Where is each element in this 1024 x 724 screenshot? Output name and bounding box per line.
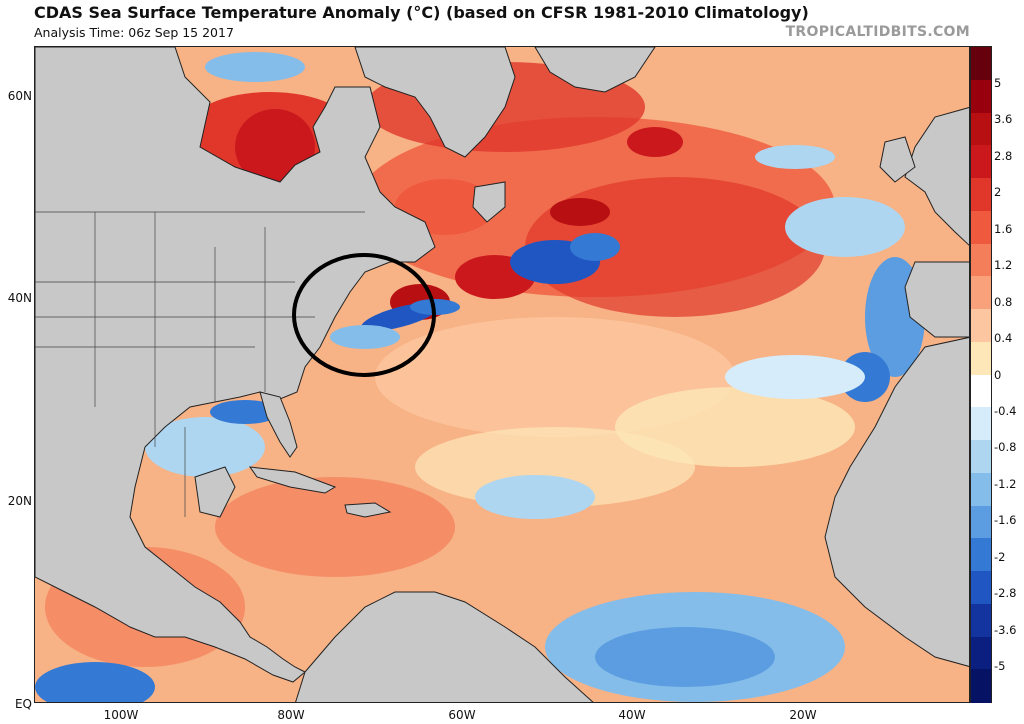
colorbar-segment — [971, 374, 991, 408]
africa-land — [824, 336, 969, 667]
colorbar-label: -5 — [994, 659, 1006, 673]
colorbar-label: 2.8 — [994, 148, 1013, 163]
annotation-circle — [292, 253, 436, 377]
lat-label-60n: 60N — [7, 89, 32, 103]
colorbar-label: 0.8 — [994, 294, 1013, 309]
canadian-arctic-land — [354, 47, 516, 158]
warm-anomaly-patch — [215, 477, 455, 577]
cold-anomaly-patch — [475, 475, 595, 519]
lat-label-40n: 40N — [7, 291, 32, 305]
colorbar-segment — [971, 178, 991, 212]
europe-land — [904, 107, 969, 246]
cold-anomaly-patch — [570, 233, 620, 261]
colorbar — [970, 46, 992, 703]
land-masses — [35, 47, 969, 702]
colorbar-segment — [971, 603, 991, 637]
colorbar-segment — [971, 538, 991, 572]
cold-anomaly-patch — [755, 145, 835, 169]
colorbar-segment — [971, 341, 991, 375]
hispaniola-land — [344, 502, 392, 518]
colorbar-segment — [971, 145, 991, 179]
colorbar-label: -2 — [994, 549, 1006, 564]
iberia-land — [904, 261, 969, 338]
analysis-time: Analysis Time: 06z Sep 15 2017 — [34, 25, 234, 40]
colorbar-label: 0.4 — [994, 331, 1013, 346]
colorbar-label: -3.6 — [994, 622, 1017, 637]
colorbar-segment — [971, 47, 991, 81]
colorbar-label: -2.8 — [994, 586, 1017, 601]
colorbar-segment — [971, 79, 991, 113]
colorbar-label: -0.4 — [994, 403, 1017, 418]
south-america-land — [295, 591, 594, 702]
colorbar-label: 2 — [994, 185, 1002, 200]
colorbar-label: -1.6 — [994, 513, 1017, 528]
lon-label-60w: 60W — [448, 708, 476, 722]
colorbar-label: 5 — [994, 76, 1002, 90]
colorbar-label: 1.6 — [994, 221, 1013, 236]
colorbar-segment — [971, 309, 991, 343]
map-title: CDAS Sea Surface Temperature Anomaly (°C… — [34, 3, 809, 22]
colorbar-segment — [971, 669, 991, 703]
yucatan-land — [194, 466, 236, 518]
warm-anomaly-patch — [550, 198, 610, 226]
cuba-land — [248, 466, 337, 494]
colorbar-segment — [971, 636, 991, 670]
cold-anomaly-patch — [210, 400, 280, 424]
lon-label-80w: 80W — [277, 708, 305, 722]
cold-anomaly-patch — [725, 355, 865, 399]
lon-label-40w: 40W — [618, 708, 646, 722]
political-borders — [35, 211, 365, 517]
colorbar-segment — [971, 276, 991, 310]
colorbar-label: 3.6 — [994, 112, 1013, 127]
warm-anomaly-patch — [627, 127, 683, 157]
colorbar-label: 1.2 — [994, 258, 1013, 273]
colorbar-segment — [971, 472, 991, 506]
colorbar-segment — [971, 407, 991, 441]
colorbar-label: -0.8 — [994, 440, 1017, 455]
sst-anomaly-map — [34, 46, 970, 703]
colorbar-segment — [971, 210, 991, 244]
lat-label-20n: 20N — [7, 494, 32, 508]
colorbar-segment — [971, 505, 991, 539]
cold-anomaly-patch — [205, 52, 305, 82]
cold-anomaly-patch — [145, 417, 265, 477]
lon-label-20w: 20W — [789, 708, 817, 722]
colorbar-label: 0 — [994, 367, 1002, 382]
british-isles-land — [879, 136, 916, 183]
cold-anomaly-patch — [595, 627, 775, 687]
colorbar-label: -1.2 — [994, 476, 1017, 491]
colorbar-segment — [971, 112, 991, 146]
lat-label-eq: EQ — [14, 697, 32, 711]
lon-label-100w: 100W — [103, 708, 139, 722]
colorbar-segment — [971, 243, 991, 277]
cold-anomaly-patch — [785, 197, 905, 257]
florida-land — [259, 391, 298, 458]
colorbar-segment — [971, 440, 991, 474]
newfoundland-land — [472, 181, 506, 223]
greenland-land — [534, 47, 656, 93]
cold-anomaly-patch — [330, 325, 400, 349]
colorbar-segment — [971, 571, 991, 605]
cold-anomaly-patch — [35, 662, 155, 702]
brand-watermark: TROPICALTIDBITS.COM — [785, 24, 970, 40]
anomaly-patches — [35, 52, 925, 702]
